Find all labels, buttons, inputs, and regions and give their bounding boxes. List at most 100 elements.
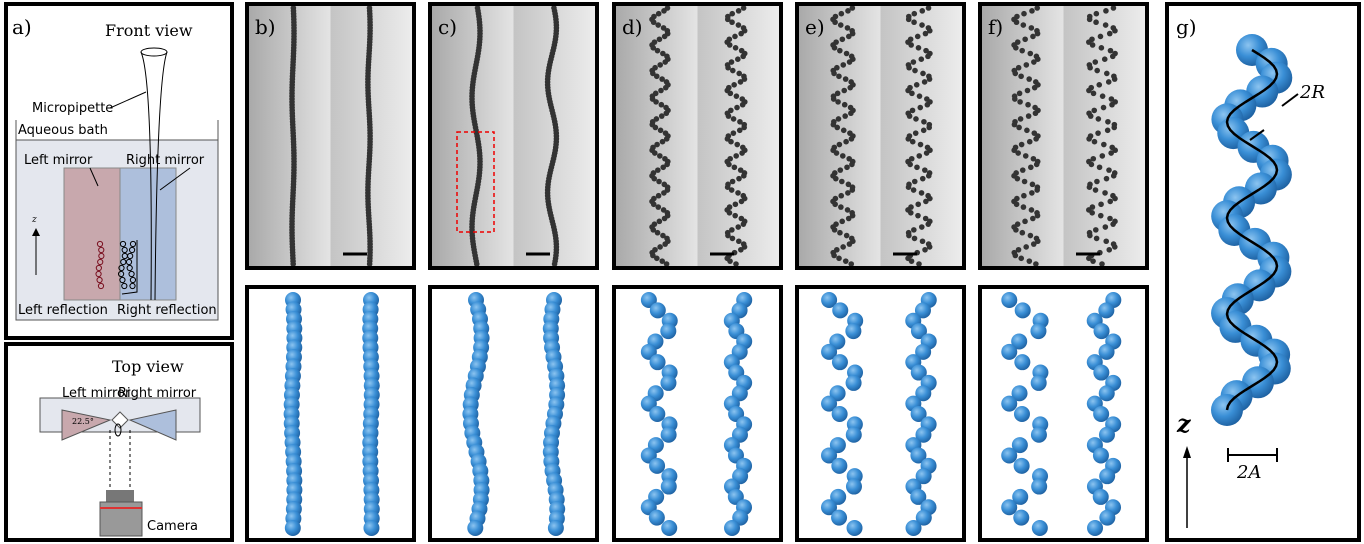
bead [1014, 19, 1020, 25]
bead [1017, 91, 1023, 97]
bead [837, 230, 843, 236]
bead [1106, 247, 1112, 253]
bead [848, 110, 854, 116]
bead [741, 173, 747, 179]
bead [1094, 236, 1100, 242]
bead [653, 125, 659, 131]
bead [1035, 213, 1041, 219]
bead [838, 22, 844, 28]
bead [1027, 51, 1033, 57]
pointer [1282, 94, 1298, 106]
panel-title: Front view [105, 21, 193, 40]
bead [736, 22, 742, 28]
bead [1098, 213, 1104, 219]
bead [728, 139, 734, 145]
bead [832, 354, 848, 370]
bead [1022, 219, 1028, 225]
panels: b)c)d)e)f) [247, 4, 1147, 540]
bead [1102, 56, 1108, 62]
panel-frame [247, 287, 414, 540]
bead [733, 153, 739, 159]
bead [1001, 447, 1017, 463]
bead [908, 210, 914, 216]
bead [726, 113, 732, 119]
bead [925, 54, 931, 60]
bead [840, 36, 846, 42]
bead [735, 190, 741, 196]
bead [837, 167, 843, 173]
bead [1094, 179, 1100, 185]
bead [831, 71, 837, 77]
bead [741, 5, 747, 11]
bead [1101, 142, 1107, 148]
bead [736, 238, 742, 244]
bead [1001, 344, 1017, 360]
bead [915, 201, 921, 207]
bead [727, 42, 733, 48]
bead [1034, 5, 1040, 11]
bead [919, 190, 925, 196]
bead [919, 22, 925, 28]
bead [1097, 164, 1103, 170]
bead [1096, 82, 1102, 88]
bead [847, 241, 853, 247]
bead [836, 256, 842, 262]
label: Right mirror [126, 153, 205, 168]
bead [836, 116, 842, 122]
bead [1014, 201, 1020, 207]
bead [1109, 102, 1115, 108]
optical-path [110, 430, 130, 490]
bead [1031, 59, 1037, 65]
bead [846, 34, 852, 40]
bead [1103, 8, 1109, 14]
bead [1087, 184, 1093, 190]
bead [1093, 19, 1099, 25]
panel-frame [614, 287, 781, 540]
bead [1112, 28, 1118, 34]
bead [1015, 150, 1021, 156]
bead [649, 458, 665, 474]
bead [659, 113, 665, 119]
panel-label: a) [12, 15, 32, 39]
bead [1001, 292, 1017, 308]
bead [838, 204, 844, 210]
bead [1015, 302, 1031, 318]
bead [916, 153, 922, 159]
bead [922, 247, 928, 253]
bead [926, 173, 932, 179]
bead [844, 51, 850, 57]
bead [911, 19, 917, 25]
bead [1035, 31, 1041, 37]
bead [740, 54, 746, 60]
bead [738, 79, 744, 85]
bead [660, 164, 666, 170]
bead [911, 227, 917, 233]
bead [921, 119, 927, 125]
bead [1031, 479, 1047, 495]
panel-title: Top view [112, 357, 184, 376]
bead [740, 102, 746, 108]
bead [843, 258, 849, 264]
bead [834, 125, 840, 131]
bead [736, 176, 742, 182]
bead [841, 88, 847, 94]
bead [660, 323, 676, 339]
bead [907, 162, 913, 168]
bead [1104, 176, 1110, 182]
bead [657, 62, 663, 68]
bead [1087, 65, 1093, 71]
axis-label: z [31, 215, 37, 225]
bead [727, 258, 733, 264]
bead [1024, 128, 1030, 134]
bead [652, 150, 658, 156]
bead [839, 11, 845, 17]
bead [731, 82, 737, 88]
bead [467, 520, 483, 536]
bead [845, 323, 861, 339]
bead [912, 68, 918, 74]
bead [1014, 354, 1030, 370]
pipette-top [141, 48, 167, 56]
bead [1013, 45, 1019, 51]
bead [916, 261, 922, 267]
bead [1111, 5, 1117, 11]
